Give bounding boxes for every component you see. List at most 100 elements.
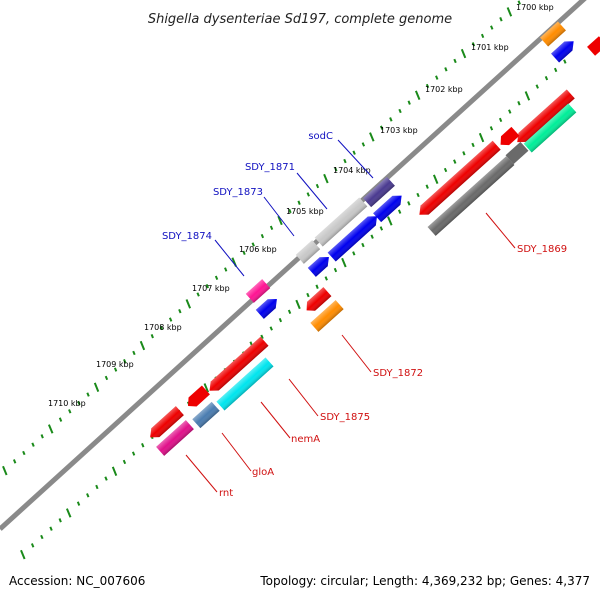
minor-tick <box>315 183 320 189</box>
gene-SDY_1869[interactable] <box>427 156 515 236</box>
gene-sodC[interactable] <box>363 176 395 208</box>
minor-tick <box>352 150 356 155</box>
minor-tick <box>544 76 549 81</box>
minor-tick <box>480 33 485 39</box>
gene-red-edge[interactable] <box>587 36 600 56</box>
gene-red-small[interactable] <box>497 126 520 149</box>
minor-tick <box>517 0 521 5</box>
major-tick <box>203 383 210 393</box>
label-SDY_1872[interactable]: SDY_1872 <box>373 368 423 379</box>
minor-tick <box>425 184 429 189</box>
minor-tick <box>104 476 108 481</box>
minor-tick <box>251 242 255 247</box>
minor-tick <box>333 267 338 273</box>
label-SDY_1875[interactable]: SDY_1875 <box>320 412 370 423</box>
map-title: Shigella dysenteriae Sd197, complete gen… <box>148 12 452 27</box>
gene-blue-1873[interactable] <box>307 253 333 277</box>
minor-tick <box>76 501 81 506</box>
minor-tick <box>361 242 365 248</box>
minor-tick <box>287 309 292 314</box>
forward-strand-genes <box>245 21 600 319</box>
minor-tick <box>379 226 384 231</box>
minor-tick <box>489 126 494 131</box>
gene-rnt[interactable] <box>156 420 194 456</box>
minor-tick <box>508 109 512 114</box>
gene-SDY_1872[interactable] <box>310 300 344 332</box>
minor-tick <box>77 400 81 406</box>
genome-backbone <box>0 0 587 531</box>
minor-tick <box>95 484 99 490</box>
gene-red-gloA[interactable] <box>184 385 210 411</box>
minor-tick <box>471 142 475 148</box>
gene-red-rnt[interactable] <box>146 406 184 442</box>
label-SDY_1871[interactable]: SDY_1871 <box>245 162 295 173</box>
minor-tick <box>306 292 310 298</box>
gene-SDY_1873[interactable] <box>295 240 321 264</box>
kbp-label-1708: 1708 kbp <box>144 323 182 332</box>
minor-tick <box>12 459 17 464</box>
kbp-label-1705: 1705 kbp <box>286 207 324 216</box>
label-SDY_1874[interactable]: SDY_1874 <box>162 231 212 242</box>
minor-tick <box>416 192 420 198</box>
minor-tick <box>122 459 127 465</box>
label-SDY_1869[interactable]: SDY_1869 <box>517 244 567 255</box>
label-nemA[interactable]: nemA <box>291 434 320 445</box>
gene-gloA[interactable] <box>192 401 220 429</box>
minor-tick <box>224 267 228 272</box>
label-gloA[interactable]: gloA <box>252 467 274 478</box>
minor-tick <box>324 276 328 281</box>
minor-tick <box>269 225 274 230</box>
minor-tick <box>553 67 558 73</box>
label-rnt[interactable]: rnt <box>219 488 233 499</box>
gene-red-1872[interactable] <box>303 287 332 315</box>
gene-orange-top[interactable] <box>540 21 566 47</box>
major-tick <box>20 549 26 560</box>
minor-tick <box>453 159 457 164</box>
gene-labels: sodC SDY_1871 SDY_1873 SDY_1874 SDY_1869… <box>162 131 567 499</box>
major-tick <box>185 299 192 309</box>
inner-tick-row <box>20 59 567 560</box>
minor-tick <box>178 309 182 314</box>
minor-tick <box>30 543 35 548</box>
gene-blue-top[interactable] <box>551 37 578 63</box>
gene-springgreen[interactable] <box>523 103 577 153</box>
gene-darkgray-small[interactable] <box>505 141 529 165</box>
minor-tick <box>462 151 466 156</box>
gene-red-upper[interactable] <box>513 89 575 146</box>
label-sodC[interactable]: sodC <box>308 131 333 142</box>
minor-tick <box>398 108 402 114</box>
minor-tick <box>389 117 393 122</box>
leader-lines <box>185 139 516 493</box>
minor-tick <box>260 334 264 339</box>
minor-tick <box>22 450 26 456</box>
minor-tick <box>352 251 356 256</box>
major-tick <box>111 466 118 476</box>
minor-tick <box>517 101 521 106</box>
minor-tick <box>86 392 90 397</box>
outer-tick-row <box>2 0 521 476</box>
minor-tick <box>150 334 154 339</box>
minor-tick <box>370 234 374 239</box>
gene-red-large[interactable] <box>415 140 501 220</box>
minor-tick <box>242 250 246 255</box>
major-tick <box>478 132 485 143</box>
gene-SDY_1871[interactable] <box>314 197 368 247</box>
minor-tick <box>40 434 44 439</box>
gene-nemA-cyan[interactable] <box>216 357 274 411</box>
reverse-strand-genes <box>146 89 577 456</box>
gene-blue-1874[interactable] <box>255 295 281 319</box>
major-tick <box>506 7 513 17</box>
gene-SDY_1874[interactable] <box>245 279 271 303</box>
genome-summary-text: Topology: circular; Length: 4,369,232 bp… <box>260 574 590 588</box>
minor-tick <box>407 100 411 105</box>
minor-tick <box>58 518 62 523</box>
major-tick <box>369 132 375 142</box>
kbp-label-1702: 1702 kbp <box>425 85 463 94</box>
gene-red-1875[interactable] <box>205 336 269 395</box>
kbp-label-1701: 1701 kbp <box>471 43 509 52</box>
minor-tick <box>159 325 164 331</box>
gene-blue-1871[interactable] <box>327 212 381 262</box>
kbp-label-1700: 1700 kbp <box>516 3 554 12</box>
label-SDY_1873[interactable]: SDY_1873 <box>213 187 263 198</box>
gene-blue-sodC[interactable] <box>373 191 406 223</box>
